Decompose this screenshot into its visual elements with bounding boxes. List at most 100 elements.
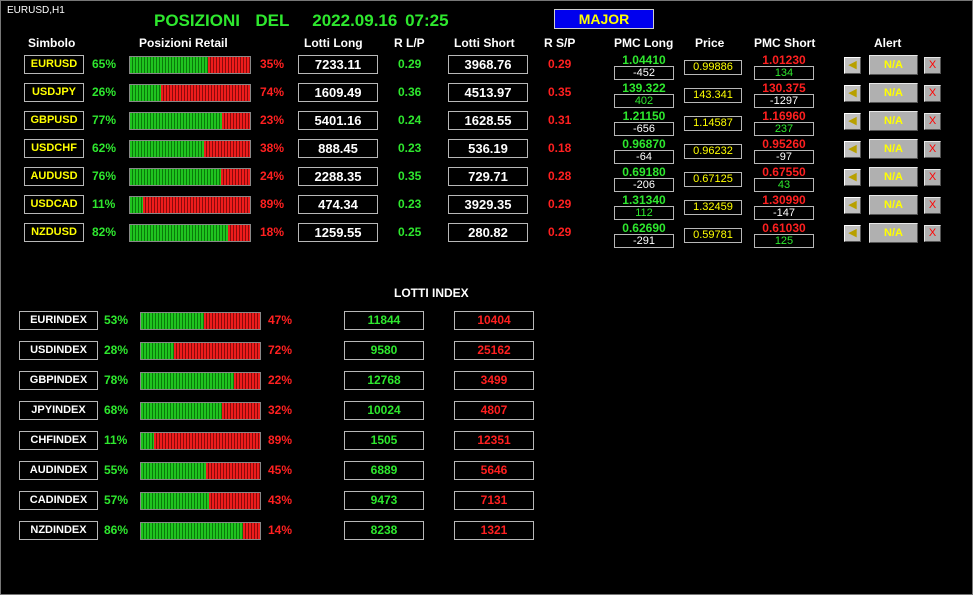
short-percent: 89% [268,433,293,447]
pmc-short-value: 1.16960 [762,109,806,123]
retail-position-bar [129,168,251,186]
price-value: 0.59781 [684,228,742,243]
bell-icon[interactable]: ◀ [844,113,861,130]
lotti-long-value: 2288.35 [298,167,378,186]
bell-icon[interactable]: ◀ [844,141,861,158]
retail-position-bar [140,522,261,540]
pmc-long-diff: -64 [614,150,674,164]
price-value: 1.32459 [684,200,742,215]
index-symbol-button[interactable]: AUDINDEX [19,461,98,480]
index-symbol-button[interactable]: NZDINDEX [19,521,98,540]
short-fill [143,197,250,213]
table-row: NZDUSD 82% 18% 1259.55 0.25 280.82 0.29 0.62690… [1,221,973,248]
short-percent: 45% [268,463,293,477]
table-row: JPYINDEX 68% 32% 10024 4807 [1,400,973,420]
pmc-short-value: 0.61030 [762,221,806,235]
short-fill [243,523,260,539]
alert-status-button[interactable]: N/A [869,167,918,187]
price-value: 1.14587 [684,116,742,131]
retail-position-bar [140,492,261,510]
alert-status-button[interactable]: N/A [869,55,918,75]
long-fill [130,113,223,129]
alert-status-button[interactable]: N/A [869,83,918,103]
index-long-value: 1505 [344,431,424,450]
symbol-button[interactable]: EURUSD [24,55,84,74]
close-icon[interactable]: X [924,225,941,242]
short-fill [174,343,260,359]
short-percent: 32% [268,403,293,417]
short-percent: 89% [260,197,285,211]
short-fill [154,433,260,449]
long-percent: 55% [104,463,129,477]
long-percent: 57% [104,493,129,507]
price-value: 0.67125 [684,172,742,187]
close-icon[interactable]: X [924,141,941,158]
index-symbol-button[interactable]: USDINDEX [19,341,98,360]
bell-icon[interactable]: ◀ [844,57,861,74]
lotti-long-value: 7233.11 [298,55,378,74]
major-group-button[interactable]: MAJOR [554,9,654,29]
alert-status-button[interactable]: N/A [869,223,918,243]
long-fill [141,313,205,329]
index-symbol-button[interactable]: CHFINDEX [19,431,98,450]
retail-position-bar [129,224,251,242]
header-r-sp: R S/P [544,36,576,50]
retail-position-bar [140,402,261,420]
close-icon[interactable]: X [924,169,941,186]
index-short-value: 12351 [454,431,534,450]
retail-position-bar [129,84,251,102]
short-percent: 43% [268,493,293,507]
short-fill [221,403,260,419]
page-title: POSIZIONI DEL 2022.09.16 07:25 [154,11,449,30]
close-icon[interactable]: X [924,85,941,102]
r-sp-value: 0.29 [548,57,572,71]
short-percent: 18% [260,225,285,239]
long-percent: 53% [104,313,129,327]
retail-position-bar [140,342,261,360]
symbol-button[interactable]: USDCAD [24,195,84,214]
short-fill [204,141,250,157]
symbol-button[interactable]: USDJPY [24,83,84,102]
short-fill [206,463,260,479]
symbol-button[interactable]: USDCHF [24,139,84,158]
symbol-button[interactable]: NZDUSD [24,223,84,242]
pmc-long-value: 0.62690 [622,221,666,235]
pmc-long-value: 1.21150 [622,109,666,123]
bell-icon[interactable]: ◀ [844,197,861,214]
symbol-button[interactable]: GBPUSD [24,111,84,130]
index-symbol-button[interactable]: CADINDEX [19,491,98,510]
long-fill [141,433,155,449]
alert-status-button[interactable]: N/A [869,195,918,215]
index-symbol-button[interactable]: EURINDEX [19,311,98,330]
symbol-button[interactable]: AUDUSD [24,167,84,186]
bell-icon[interactable]: ◀ [844,169,861,186]
pmc-short-value: 1.01230 [762,53,806,67]
r-lp-value: 0.25 [398,225,422,239]
table-row: AUDINDEX 55% 45% 6889 5646 [1,460,973,480]
index-long-value: 6889 [344,461,424,480]
close-icon[interactable]: X [924,113,941,130]
r-sp-value: 0.31 [548,113,572,127]
bell-icon[interactable]: ◀ [844,85,861,102]
index-long-value: 9473 [344,491,424,510]
pmc-short-diff: 237 [754,122,814,136]
alert-status-button[interactable]: N/A [869,139,918,159]
pmc-short-value: 130.375 [762,81,806,95]
r-sp-value: 0.35 [548,85,572,99]
pmc-short-diff: -1297 [754,94,814,108]
short-percent: 24% [260,169,285,183]
long-fill [130,85,162,101]
pmc-long-diff: -291 [614,234,674,248]
index-short-value: 1321 [454,521,534,540]
close-icon[interactable]: X [924,197,941,214]
alert-status-button[interactable]: N/A [869,111,918,131]
header-alert: Alert [874,36,902,50]
r-lp-value: 0.35 [398,169,422,183]
close-icon[interactable]: X [924,57,941,74]
index-symbol-button[interactable]: JPYINDEX [19,401,98,420]
header-pmc-long: PMC Long [614,36,674,50]
short-fill [228,225,250,241]
index-symbol-button[interactable]: GBPINDEX [19,371,98,390]
index-long-value: 12768 [344,371,424,390]
bell-icon[interactable]: ◀ [844,225,861,242]
